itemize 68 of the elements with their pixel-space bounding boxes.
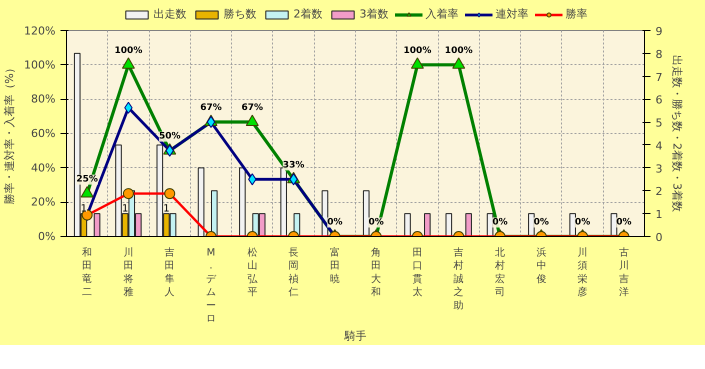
legend-label: 3着数 <box>360 6 388 22</box>
y-axis-title: 勝率・連対率・入着率（%） <box>3 62 16 205</box>
y2-tick-label: 7 <box>656 70 662 84</box>
legend-label: 勝率 <box>566 6 588 22</box>
y-tick-label: 0% <box>38 230 56 243</box>
y-tick-label: 80% <box>31 92 56 106</box>
data-label: 1 <box>80 204 88 215</box>
y-tick-label: 20% <box>31 196 56 209</box>
x-tick-label: 田口貫太 <box>412 248 422 298</box>
y2-tick-label: 3 <box>656 162 662 176</box>
y-tick-label: 60% <box>31 127 56 140</box>
legend-label: 連対率 <box>496 6 528 22</box>
data-label: 67% <box>242 103 264 113</box>
legend-label: 勝ち数 <box>224 6 256 22</box>
bar <box>362 190 370 236</box>
data-label: 25% <box>76 174 98 185</box>
x-tick-label: 浜中俊 <box>536 246 546 285</box>
y2-axis-title: 出走数・勝ち数・2着数・3着数 <box>670 55 684 212</box>
data-label: 50% <box>158 132 180 142</box>
x-tick-label: 吉村誠之助 <box>452 246 464 312</box>
x-tick-label: 川田将雅 <box>122 246 134 298</box>
x-axis-title: 騎手 <box>344 330 366 342</box>
y2-tick-label: 0 <box>656 231 662 244</box>
y-tick-label: 40% <box>31 161 56 174</box>
y2-tick-label: 2 <box>656 185 662 198</box>
legend-label: 2着数 <box>294 6 322 22</box>
bar <box>446 213 452 236</box>
y-tick-label: 100% <box>24 58 56 72</box>
data-label: 0% <box>492 218 508 228</box>
data-label: 1 <box>163 204 170 215</box>
bar <box>404 213 411 236</box>
y2-tick-label: 4 <box>656 139 662 152</box>
data-label: 0% <box>616 218 632 228</box>
y2-tick-label: 5 <box>656 116 662 130</box>
data-label: 0% <box>534 218 549 228</box>
x-tick-label: 角田大和 <box>371 246 382 298</box>
x-tick-label: 吉田隼人 <box>164 246 175 298</box>
data-label: 100% <box>114 46 142 56</box>
data-label: 33% <box>282 160 304 170</box>
bar <box>239 167 246 236</box>
data-label: 100% <box>404 46 432 56</box>
data-label: 0% <box>368 218 384 228</box>
x-tick-label: 古川吉洋 <box>618 246 629 298</box>
y-tick-label: 120% <box>24 24 56 38</box>
data-label: 67% <box>200 103 222 113</box>
data-label: 1 <box>122 204 128 215</box>
x-tick-label: 富田暁 <box>330 246 340 285</box>
y2-tick-label: 6 <box>656 94 662 107</box>
y2-tick-label: 1 <box>656 208 662 222</box>
bar <box>94 213 100 236</box>
x-tick-label: 長岡禎仁 <box>288 248 299 298</box>
bar <box>198 167 204 236</box>
data-label: 100% <box>444 46 473 56</box>
data-label: 0% <box>574 218 590 228</box>
legend-label: 出走数 <box>154 6 186 22</box>
bar <box>210 190 218 236</box>
x-tick-label: 和田竜二 <box>82 246 92 298</box>
x-tick-label: 北村宏司 <box>494 246 505 298</box>
bar <box>424 213 431 236</box>
data-label: 0% <box>327 218 342 228</box>
x-tick-label: 松山弘平 <box>247 246 258 298</box>
bar <box>465 213 472 236</box>
bar <box>280 167 287 236</box>
y2-tick-label: 8 <box>656 48 662 61</box>
legend-label: 入着率 <box>426 6 458 22</box>
y2-tick-label: 9 <box>656 25 662 38</box>
x-tick-label: 川須栄彦 <box>578 246 588 298</box>
x-tick-label: M.デムーロ <box>206 248 217 324</box>
